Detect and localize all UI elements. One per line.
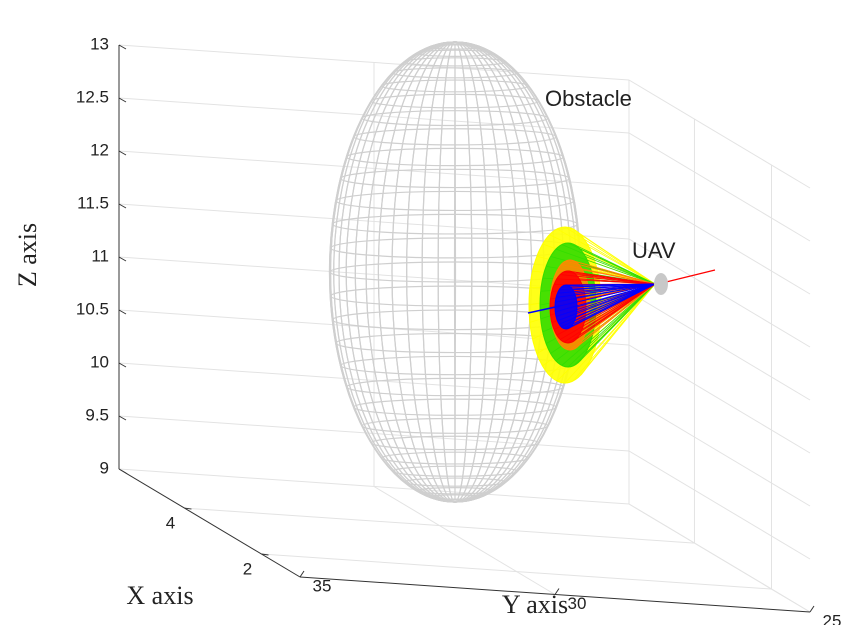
- x-axis-label: X axis: [126, 581, 193, 610]
- grid-line: [629, 292, 810, 400]
- z-tick-label: 10: [90, 352, 109, 371]
- z-tick-label: 9.5: [85, 405, 109, 424]
- grid-line: [629, 133, 810, 241]
- grid-line: [629, 80, 810, 188]
- z-tick-label: 12: [90, 140, 109, 159]
- x-tick-label: 2: [243, 560, 252, 579]
- z-tick-label: 13: [90, 34, 109, 53]
- chart: X axis Y axis Z axis Obstacle UAV 9 9.5 10…: [0, 0, 859, 625]
- tick-mark: [300, 571, 304, 577]
- grid: [119, 45, 814, 612]
- z-tick-label: 11: [91, 246, 109, 265]
- uav: [654, 273, 668, 295]
- y-axis-label: Y axis: [502, 590, 568, 619]
- y-tick-label: 25: [823, 611, 842, 625]
- z-axis-label: Z axis: [13, 223, 42, 287]
- grid-line: [629, 398, 810, 506]
- tick-mark: [810, 606, 814, 612]
- uav-heading: [662, 270, 715, 283]
- grid-line: [184, 508, 694, 543]
- x-tick-label: 4: [166, 514, 175, 533]
- annotation: Obstacle: [545, 86, 632, 111]
- x-axis: [119, 469, 300, 577]
- y-tick-label: 30: [568, 594, 587, 613]
- y-tick-label: 35: [313, 576, 332, 595]
- grid-line: [374, 487, 555, 595]
- z-tick-label: 12.5: [76, 87, 109, 106]
- grid-line: [629, 451, 810, 559]
- z-tick-label: 9: [100, 458, 109, 477]
- z-tick-label: 11.5: [77, 193, 109, 212]
- scene: [330, 42, 716, 502]
- grid-line: [261, 554, 771, 589]
- grid-line: [629, 345, 810, 453]
- grid-line: [629, 504, 810, 612]
- annotation: UAV: [632, 238, 676, 263]
- z-tick-label: 10.5: [76, 299, 109, 318]
